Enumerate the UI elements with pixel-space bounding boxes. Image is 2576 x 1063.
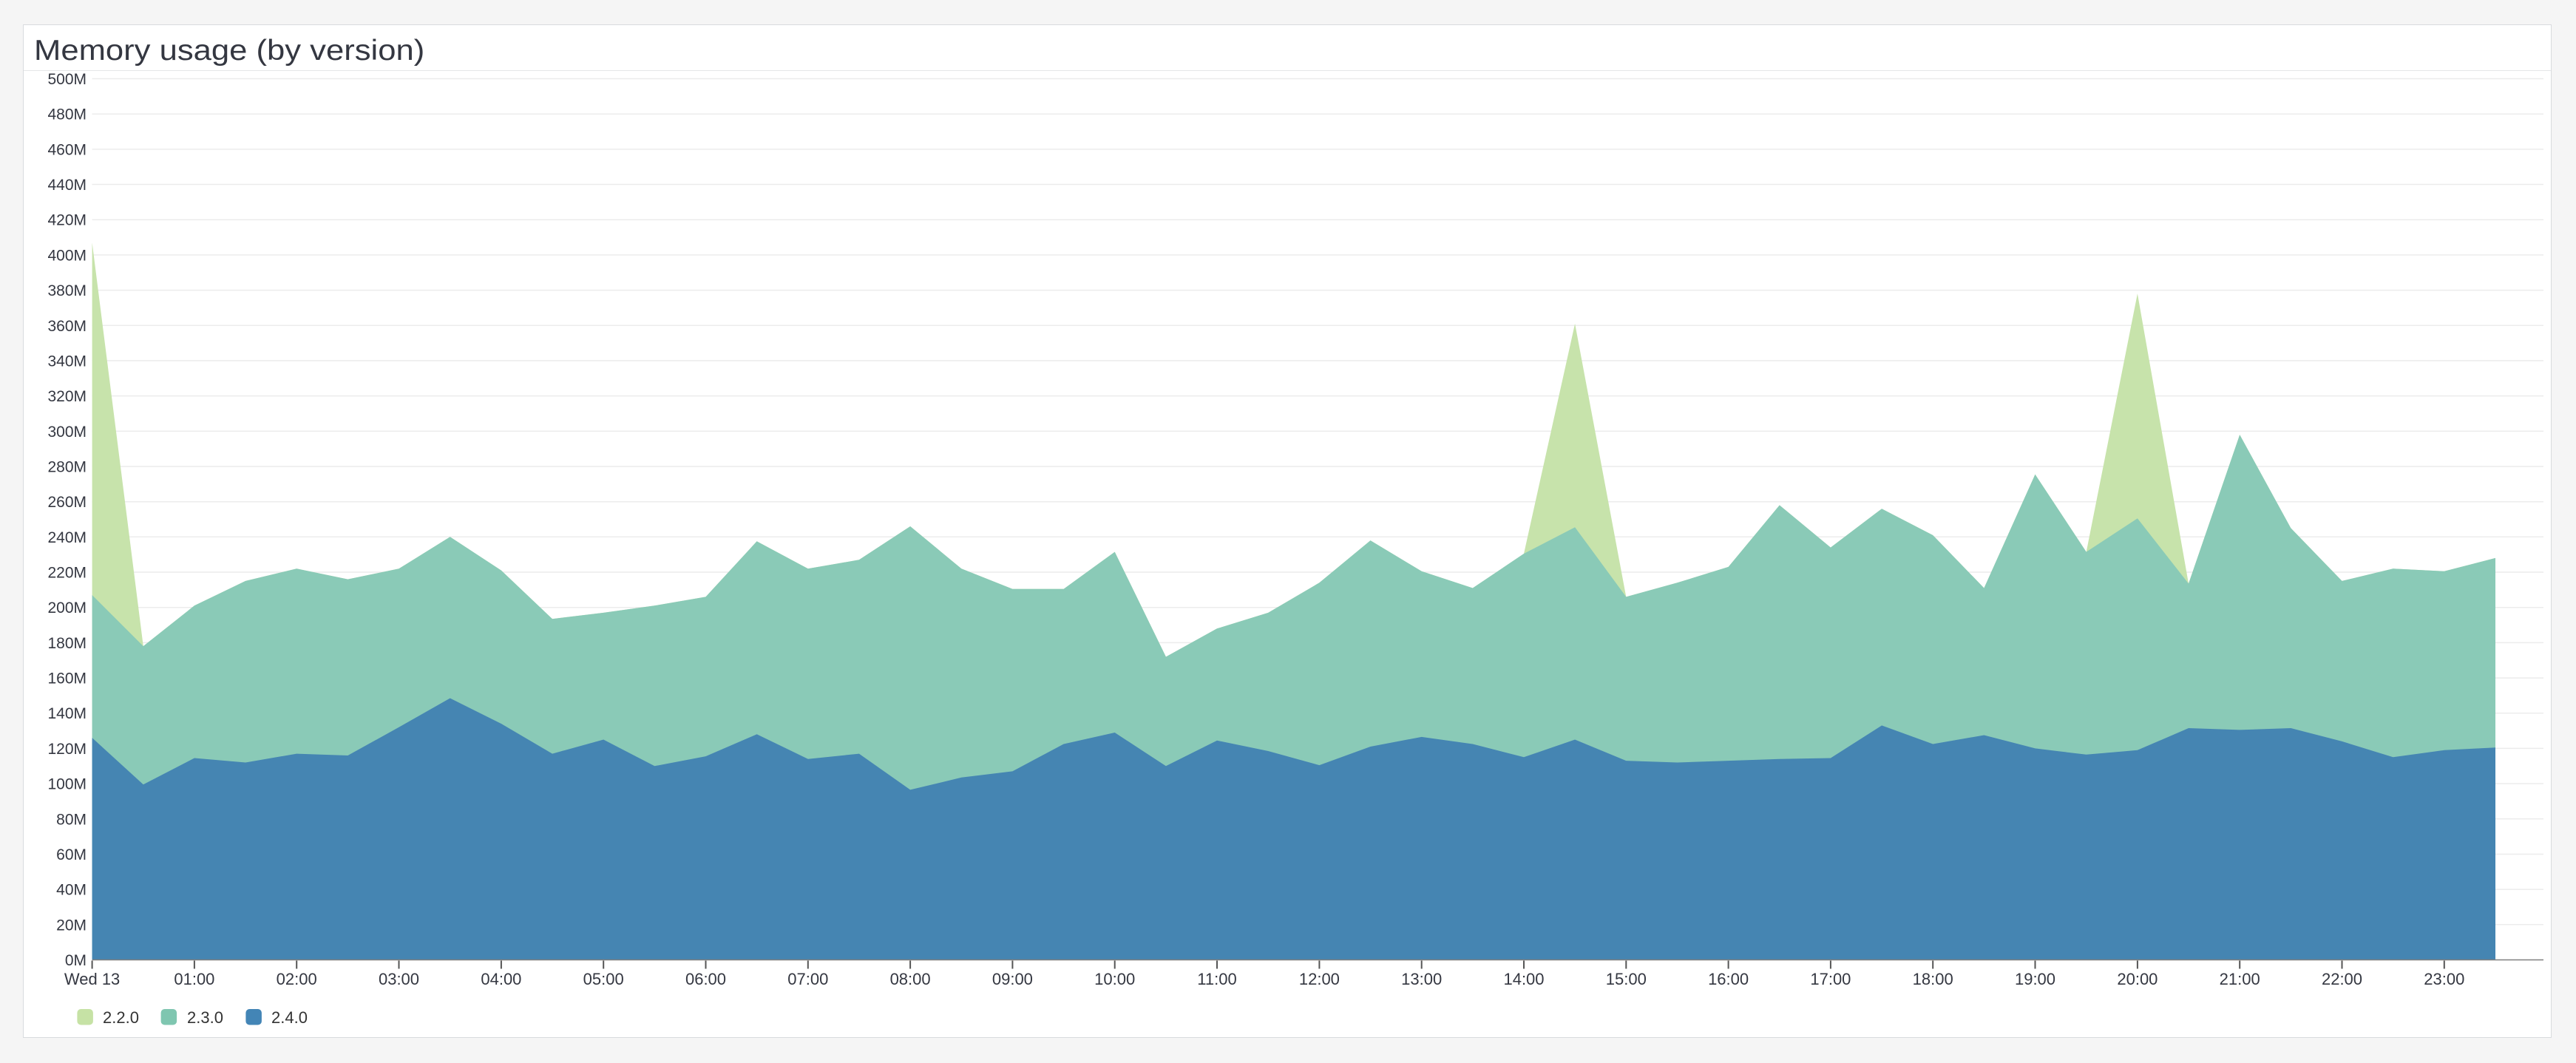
svg-text:15:00: 15:00 xyxy=(1606,970,1647,988)
svg-text:16:00: 16:00 xyxy=(1708,970,1749,988)
svg-text:80M: 80M xyxy=(56,811,87,828)
svg-text:120M: 120M xyxy=(47,741,87,758)
svg-text:500M: 500M xyxy=(47,71,87,88)
svg-text:360M: 360M xyxy=(47,318,87,335)
svg-text:460M: 460M xyxy=(47,141,87,158)
svg-text:07:00: 07:00 xyxy=(787,970,828,988)
svg-text:340M: 340M xyxy=(47,353,87,370)
svg-text:09:00: 09:00 xyxy=(992,970,1033,988)
svg-text:17:00: 17:00 xyxy=(1810,970,1851,988)
svg-text:240M: 240M xyxy=(47,529,87,546)
svg-text:14:00: 14:00 xyxy=(1503,970,1544,988)
svg-text:200M: 200M xyxy=(47,600,87,617)
svg-text:0M: 0M xyxy=(65,952,87,969)
svg-text:320M: 320M xyxy=(47,388,87,405)
svg-text:10:00: 10:00 xyxy=(1094,970,1135,988)
svg-text:Wed 13: Wed 13 xyxy=(64,970,120,988)
svg-text:40M: 40M xyxy=(56,882,87,899)
svg-text:23:00: 23:00 xyxy=(2424,970,2464,988)
svg-text:140M: 140M xyxy=(47,705,87,722)
svg-text:2.2.0: 2.2.0 xyxy=(103,1008,139,1027)
svg-text:20M: 20M xyxy=(56,917,87,934)
svg-text:04:00: 04:00 xyxy=(481,970,521,988)
svg-text:160M: 160M xyxy=(47,670,87,687)
svg-text:480M: 480M xyxy=(47,106,87,123)
svg-text:05:00: 05:00 xyxy=(583,970,624,988)
svg-text:220M: 220M xyxy=(47,565,87,582)
svg-text:08:00: 08:00 xyxy=(890,970,931,988)
svg-text:11:00: 11:00 xyxy=(1197,970,1236,988)
svg-text:280M: 280M xyxy=(47,459,87,476)
svg-text:01:00: 01:00 xyxy=(174,970,214,988)
svg-text:20:00: 20:00 xyxy=(2117,970,2158,988)
svg-text:2.4.0: 2.4.0 xyxy=(271,1008,308,1027)
svg-text:260M: 260M xyxy=(47,494,87,511)
svg-text:18:00: 18:00 xyxy=(1913,970,1953,988)
svg-text:22:00: 22:00 xyxy=(2322,970,2362,988)
svg-text:21:00: 21:00 xyxy=(2220,970,2260,988)
svg-text:19:00: 19:00 xyxy=(2015,970,2055,988)
svg-text:300M: 300M xyxy=(47,424,87,441)
svg-text:12:00: 12:00 xyxy=(1299,970,1340,988)
svg-text:06:00: 06:00 xyxy=(685,970,726,988)
svg-text:380M: 380M xyxy=(47,282,87,299)
svg-text:440M: 440M xyxy=(47,177,87,194)
svg-text:100M: 100M xyxy=(47,776,87,793)
svg-text:13:00: 13:00 xyxy=(1401,970,1442,988)
svg-text:60M: 60M xyxy=(56,846,87,863)
svg-text:180M: 180M xyxy=(47,635,87,652)
svg-text:02:00: 02:00 xyxy=(277,970,317,988)
svg-text:400M: 400M xyxy=(47,247,87,264)
svg-text:2.3.0: 2.3.0 xyxy=(187,1008,223,1027)
svg-text:420M: 420M xyxy=(47,212,87,229)
svg-text:03:00: 03:00 xyxy=(379,970,419,988)
